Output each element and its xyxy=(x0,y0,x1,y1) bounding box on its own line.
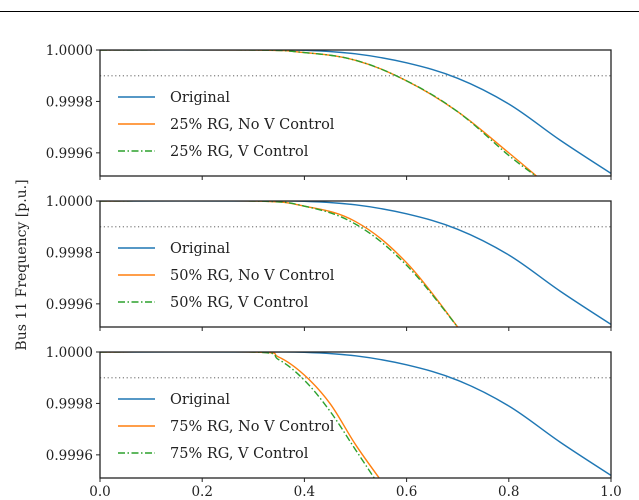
legend-label: 25% RG, No V Control xyxy=(170,117,335,133)
legend-label: 50% RG, No V Control xyxy=(170,268,335,284)
series-line-1 xyxy=(100,201,611,326)
series-line-3 xyxy=(100,201,459,327)
legend: Original 25% RG, No V Control 25% RG, V Co… xyxy=(118,90,335,160)
panel-frame xyxy=(99,49,612,177)
series-group xyxy=(100,50,611,176)
x-tick-label: 0.4 xyxy=(294,484,315,500)
x-tick-label: 1.0 xyxy=(600,484,621,500)
y-tick-label: 1.0000 xyxy=(46,194,93,210)
panel-frame xyxy=(99,200,612,328)
series-line-1 xyxy=(100,50,611,175)
series-group xyxy=(100,352,611,478)
legend-label: 50% RG, V Control xyxy=(170,295,309,311)
panel-frame xyxy=(99,351,612,479)
legend-label: 75% RG, V Control xyxy=(170,446,309,462)
legend-label: Original xyxy=(170,90,230,106)
y-tick-label: 0.9996 xyxy=(46,297,93,313)
panel-2: 1.0000 0.9998 0.9996 Original 50% RG, No V C… xyxy=(46,194,612,331)
y-tick-label: 0.9998 xyxy=(46,94,93,110)
panels-group: 1.0000 0.9998 0.9996 Original 25% RG, No V C… xyxy=(46,43,622,500)
legend: Original 75% RG, No V Control 75% RG, V Co… xyxy=(118,392,335,462)
x-tick-label: 0.6 xyxy=(396,484,417,500)
panel-3: 1.0000 0.9998 0.9996 0.0 0.2 0.4 0.6 0.8 1.0 Orig… xyxy=(46,345,622,500)
x-tick-label: 0.2 xyxy=(191,484,212,500)
y-tick-label: 0.9998 xyxy=(46,396,93,412)
legend: Original 50% RG, No V Control 50% RG, V Co… xyxy=(118,241,335,311)
series-line-2 xyxy=(100,50,538,176)
x-tick-label: 0.0 xyxy=(89,484,110,500)
series-line-3 xyxy=(100,352,376,478)
panel-1: 1.0000 0.9998 0.9996 Original 25% RG, No V C… xyxy=(46,43,612,180)
legend-label: 25% RG, V Control xyxy=(170,144,309,160)
y-axis-label: Bus 11 Frequency [p.u.] xyxy=(14,179,30,350)
series-line-1 xyxy=(100,352,611,477)
y-tick-label: 0.9996 xyxy=(46,146,93,162)
y-tick-label: 1.0000 xyxy=(46,345,93,361)
series-line-3 xyxy=(100,50,538,176)
y-tick-label: 1.0000 xyxy=(46,43,93,59)
legend-label: Original xyxy=(170,392,230,408)
top-rule xyxy=(0,11,639,12)
series-line-2 xyxy=(100,201,459,327)
y-tick-label: 0.9996 xyxy=(46,448,93,464)
series-group xyxy=(100,201,611,327)
legend-label: 75% RG, No V Control xyxy=(170,419,335,435)
x-tick-label: 0.8 xyxy=(498,484,519,500)
y-tick-label: 0.9998 xyxy=(46,245,93,261)
series-line-2 xyxy=(100,352,381,478)
legend-label: Original xyxy=(170,241,230,257)
